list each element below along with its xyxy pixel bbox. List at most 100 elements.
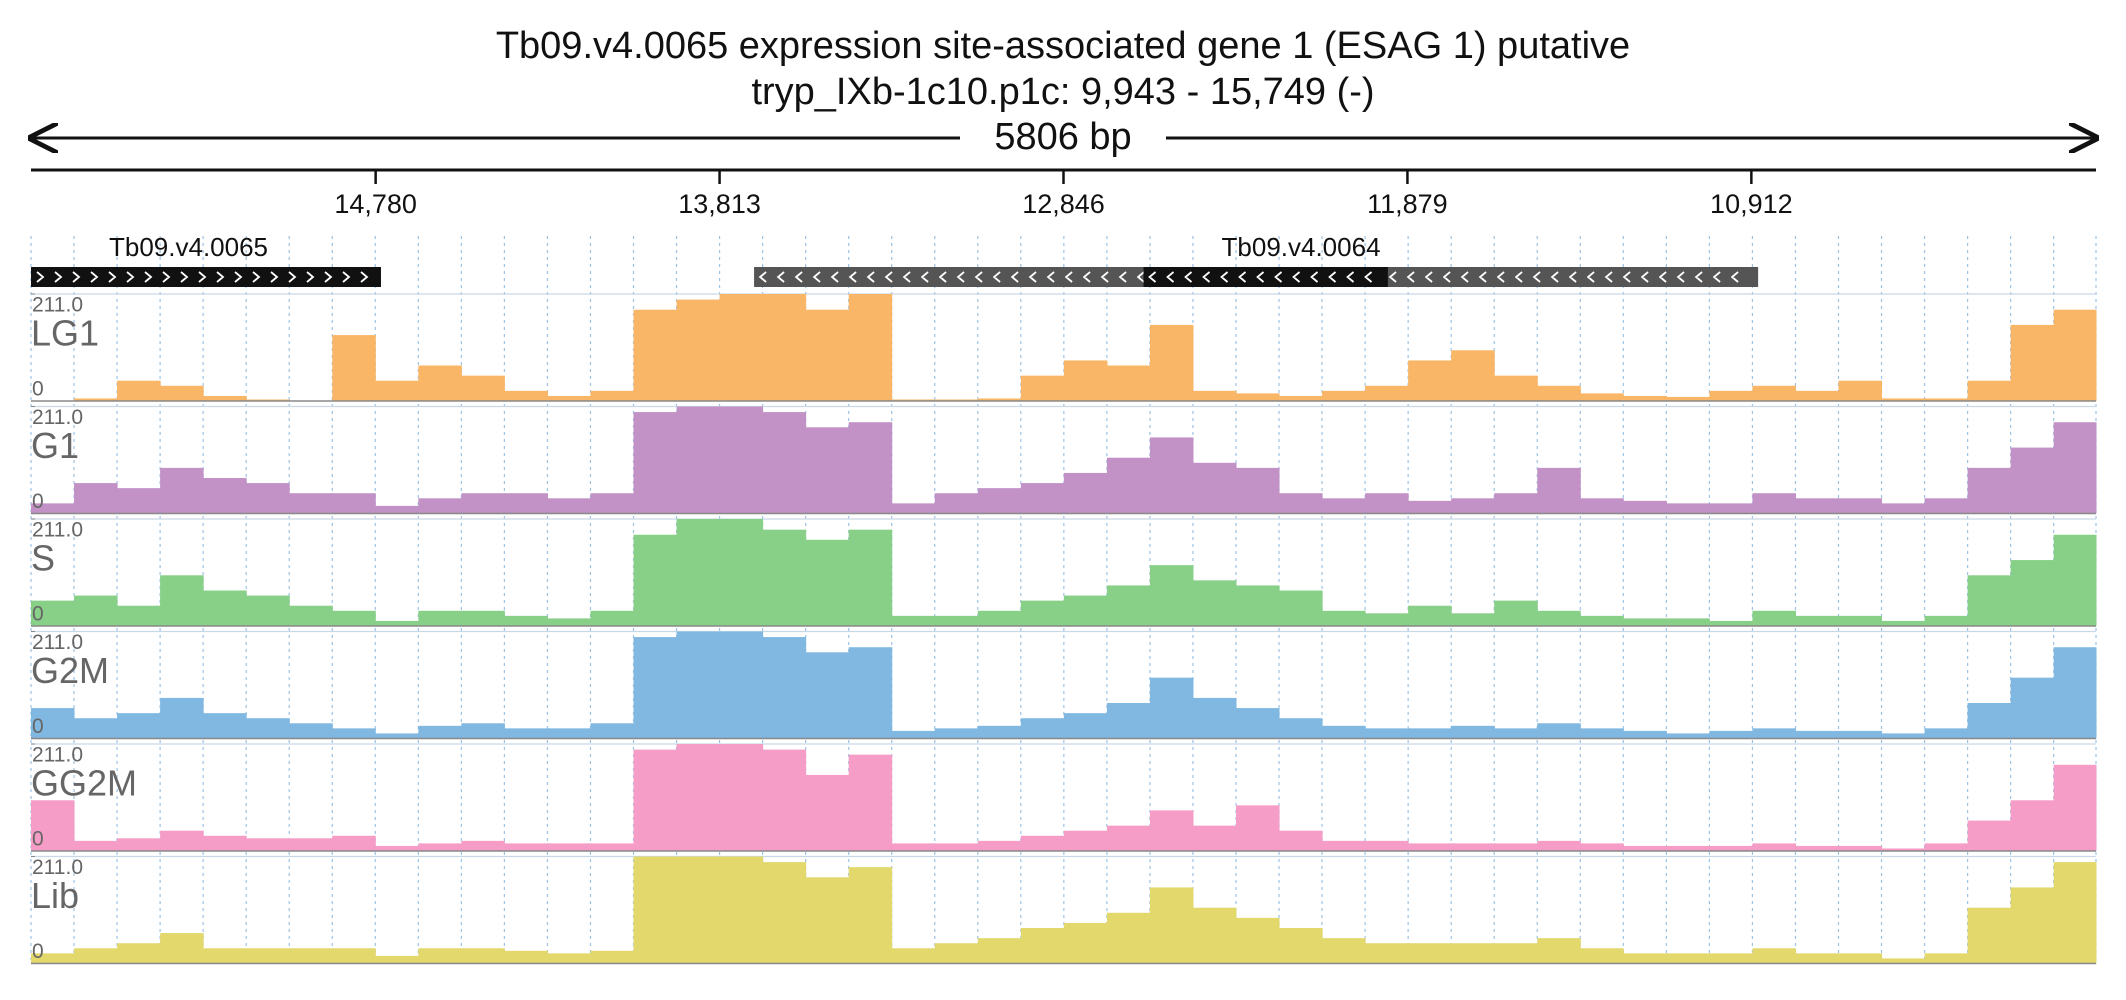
coverage-bar [2053,862,2097,964]
coverage-bar [762,862,807,964]
coverage-bar [203,478,247,514]
coverage-bar [2053,534,2097,626]
coverage-bar [1020,928,1065,964]
coverage-bar [719,631,764,739]
coverage-bar [203,713,247,739]
coverage-bar [1020,600,1065,626]
coverage-bar [1235,708,1280,739]
coverage-bar [1192,697,1237,739]
coverage-bar [375,845,419,851]
coverage-bar [1881,398,1926,401]
coverage-bar [977,398,1022,401]
coverage-bar [117,605,161,626]
coverage-bar [1967,575,2012,626]
coverage-bar [418,610,462,626]
coverage-bar [1408,360,1452,401]
coverage-bar [332,728,376,739]
coverage-bar [891,843,936,851]
coverage-bar [676,631,721,739]
coverage-bar [246,838,290,851]
coverage-bar [1149,887,1194,964]
coverage-bar [289,493,333,514]
coverage-bar [1192,462,1237,514]
coverage-bar [633,309,678,401]
coverage-bar [633,749,678,851]
coverage-bar [547,953,591,964]
x-tick-label: 10,912 [1710,189,1793,219]
coverage-bar [1838,498,1883,514]
coverage-bar [461,493,505,514]
coverage-bar [1881,848,1926,851]
coverage-bar [1451,498,1495,514]
coverage-bar [1666,733,1710,739]
track-name: LG1 [31,313,99,354]
coverage-bar [504,493,548,514]
coverage-bar [1838,845,1883,851]
coverage-bar [676,299,721,401]
coverage-bar [1106,912,1151,964]
coverage-bar [1537,467,1581,514]
coverage-bar [1623,618,1667,626]
coverage-bar [719,519,764,626]
coverage-bar [461,610,505,626]
coverage-bar [2053,647,2097,739]
coverage-bar [1279,928,1323,964]
coverage-bar [375,505,419,514]
subtitle: tryp_IXb-1c10.p1c: 9,943 - 15,749 (-) [751,71,1374,113]
y-tick-label: 211.0 [32,856,83,879]
coverage-bar [1149,437,1194,514]
y-tick-label: 0 [32,715,44,738]
coverage-bar [375,620,419,626]
coverage-bar [1666,396,1710,401]
coverage-bar [1451,350,1495,401]
coverage-bar [2010,887,2055,964]
coverage-bar [1063,922,1108,964]
coverage-bar [1106,703,1151,739]
coverage-bar [74,483,118,514]
coverage-bar [848,422,893,514]
coverage-bar [1149,565,1194,626]
coverage-bar [1192,390,1237,401]
coverage-bar [590,843,634,851]
coverage-bar [891,730,936,739]
coverage-bar [461,375,505,401]
coverage-bar [891,948,936,964]
coverage-bar [891,399,936,401]
coverage-bar [848,294,893,401]
coverage-bar [1623,730,1667,739]
x-tick-label: 13,813 [678,189,761,219]
y-tick-label: 0 [32,940,44,963]
coverage-bar [1752,843,1796,851]
coverage-bar [2010,324,2055,401]
coverage-bar [1063,595,1108,626]
coverage-bar [1279,590,1323,626]
coverage-bar [1881,620,1926,626]
coverage-bar [332,493,376,514]
coverage-bar [1494,728,1538,739]
coverage-bar [1967,467,2012,514]
coverage-bar [332,948,376,964]
coverage-bar [1235,467,1280,514]
x-tick-label: 14,780 [334,189,417,219]
coverage-bar [375,380,419,401]
coverage-bar [719,294,764,401]
coverage-bar [1192,580,1237,626]
coverage-bar [762,529,807,626]
coverage-bar [848,867,893,964]
coverage-bar [1623,395,1667,401]
coverage-bar [1924,953,1969,964]
coverage-bar [1623,953,1667,964]
coverage-bar [762,412,807,514]
coverage-bar [977,840,1022,851]
coverage-bar [203,948,247,964]
coverage-bar [1881,503,1926,514]
y-tick-label: 211.0 [32,631,83,654]
coverage-bar [504,950,548,964]
gene-feature [1143,267,1388,287]
coverage-bar [848,647,893,739]
coverage-bar [461,723,505,739]
coverage-bar [1838,953,1883,964]
coverage-bar [1063,472,1108,514]
coverage-bar [31,708,75,739]
coverage-bar [2053,309,2097,401]
